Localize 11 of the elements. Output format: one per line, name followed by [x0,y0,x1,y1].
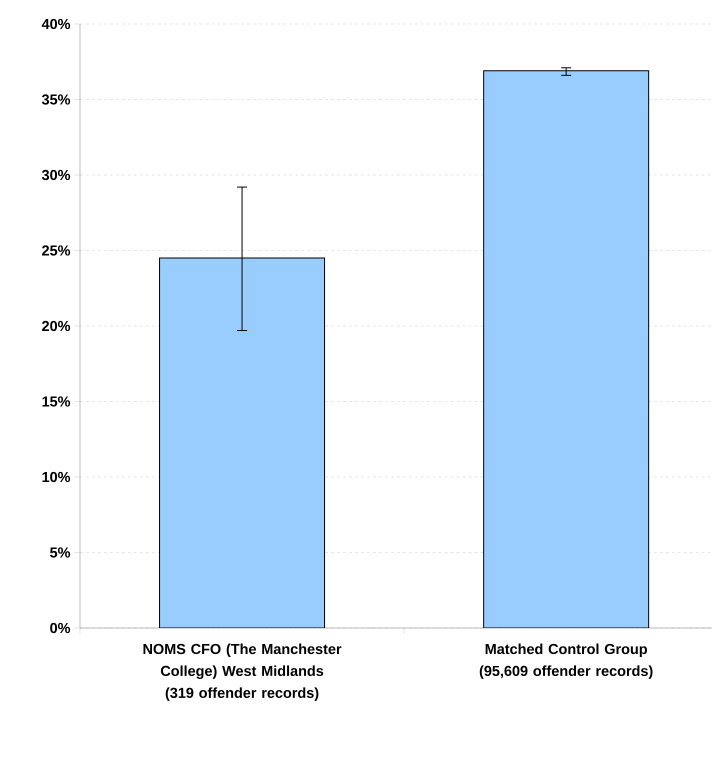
x-tick-label: Matched Control Group (95,609 offender records) [480,644,653,679]
y-tick-label: 0% [50,622,70,634]
y-tick-label: 20% [42,320,70,332]
y-tick-label: 35% [42,94,70,105]
x-tick-label: NOMS CFO (The Manchester College) West Midlands (319 offender records) [143,644,342,701]
y-tick-label: 5% [50,547,70,558]
y-tick-label: 25% [42,245,70,256]
y-tick-label: 15% [42,396,70,407]
y-tick-label: 10% [42,472,70,482]
y-tick-label: 30% [42,170,70,180]
y-tick-label: 40% [42,18,70,30]
